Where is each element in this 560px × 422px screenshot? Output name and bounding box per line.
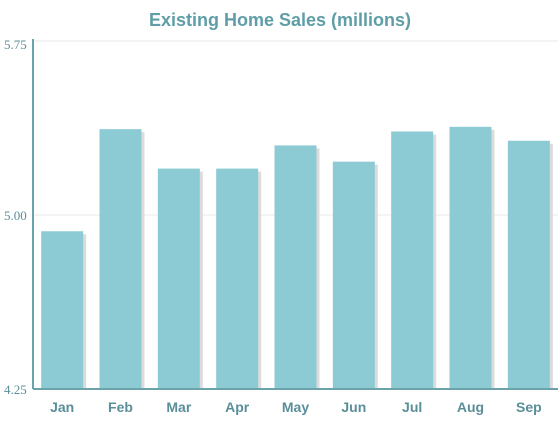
x-tick-label: Apr [225,399,250,415]
y-tick-labels: 4.25 5.00 5.75 [4,37,27,397]
bar-mar [157,168,200,389]
x-tick-label: Jul [402,399,422,415]
x-tick-label: Feb [108,399,133,415]
bar-sep [507,140,550,389]
bar-jan [41,231,84,389]
bar-may [274,145,317,389]
x-tick-label: Mar [166,399,191,415]
x-tick-label: Jun [341,399,366,415]
x-tick-label: Aug [457,399,484,415]
x-tick-label: Jan [50,399,74,415]
bar-jun [332,161,375,389]
bar-aug [449,126,492,389]
y-tick-label: 5.00 [4,208,27,223]
chart-title: Existing Home Sales (millions) [149,10,411,30]
x-tick-label: Sep [516,399,542,415]
bars [41,126,550,390]
x-tick-labels: Jan Feb Mar Apr May Jun Jul Aug Sep [50,399,542,415]
y-tick-label: 4.25 [4,382,27,397]
bar-feb [99,129,142,389]
bar-jul [391,131,434,390]
y-tick-label: 5.75 [4,37,27,52]
bar-apr [216,168,259,389]
x-tick-label: May [282,399,309,415]
